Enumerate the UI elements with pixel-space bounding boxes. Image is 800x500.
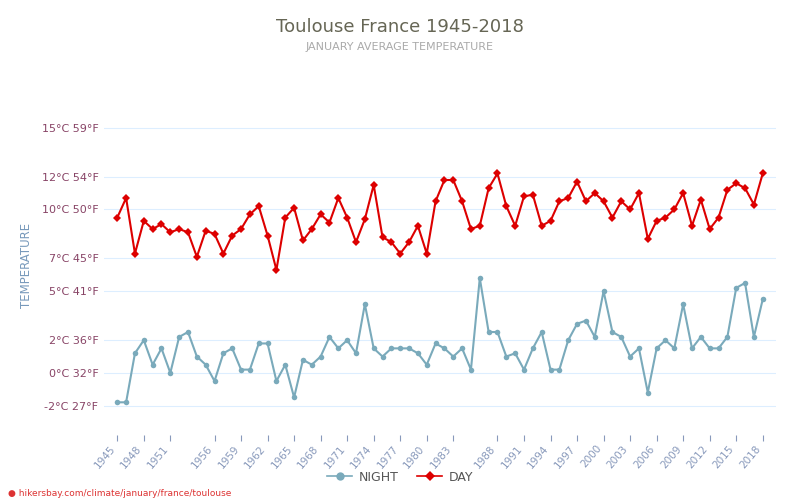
NIGHT	[484, 329, 494, 335]
DAY	[272, 267, 282, 273]
Text: Toulouse France 1945-2018: Toulouse France 1945-2018	[276, 18, 524, 36]
DAY	[254, 203, 263, 209]
DAY	[484, 185, 494, 191]
NIGHT	[705, 346, 714, 352]
NIGHT	[758, 296, 767, 302]
NIGHT	[254, 340, 263, 346]
DAY	[714, 214, 723, 220]
Text: ● hikersbay.com/climate/january/france/toulouse: ● hikersbay.com/climate/january/france/t…	[8, 488, 231, 498]
Line: DAY: DAY	[114, 170, 766, 272]
DAY	[245, 212, 254, 218]
NIGHT	[325, 334, 334, 340]
NIGHT	[113, 400, 122, 406]
DAY	[758, 170, 767, 176]
DAY	[493, 170, 502, 176]
Y-axis label: TEMPERATURE: TEMPERATURE	[20, 222, 34, 308]
NIGHT	[466, 366, 476, 372]
DAY	[475, 223, 485, 229]
Line: NIGHT: NIGHT	[114, 276, 766, 405]
DAY	[113, 214, 122, 220]
Legend: NIGHT, DAY: NIGHT, DAY	[322, 466, 478, 489]
DAY	[334, 195, 343, 201]
Text: JANUARY AVERAGE TEMPERATURE: JANUARY AVERAGE TEMPERATURE	[306, 42, 494, 52]
NIGHT	[245, 366, 254, 372]
NIGHT	[475, 275, 485, 281]
